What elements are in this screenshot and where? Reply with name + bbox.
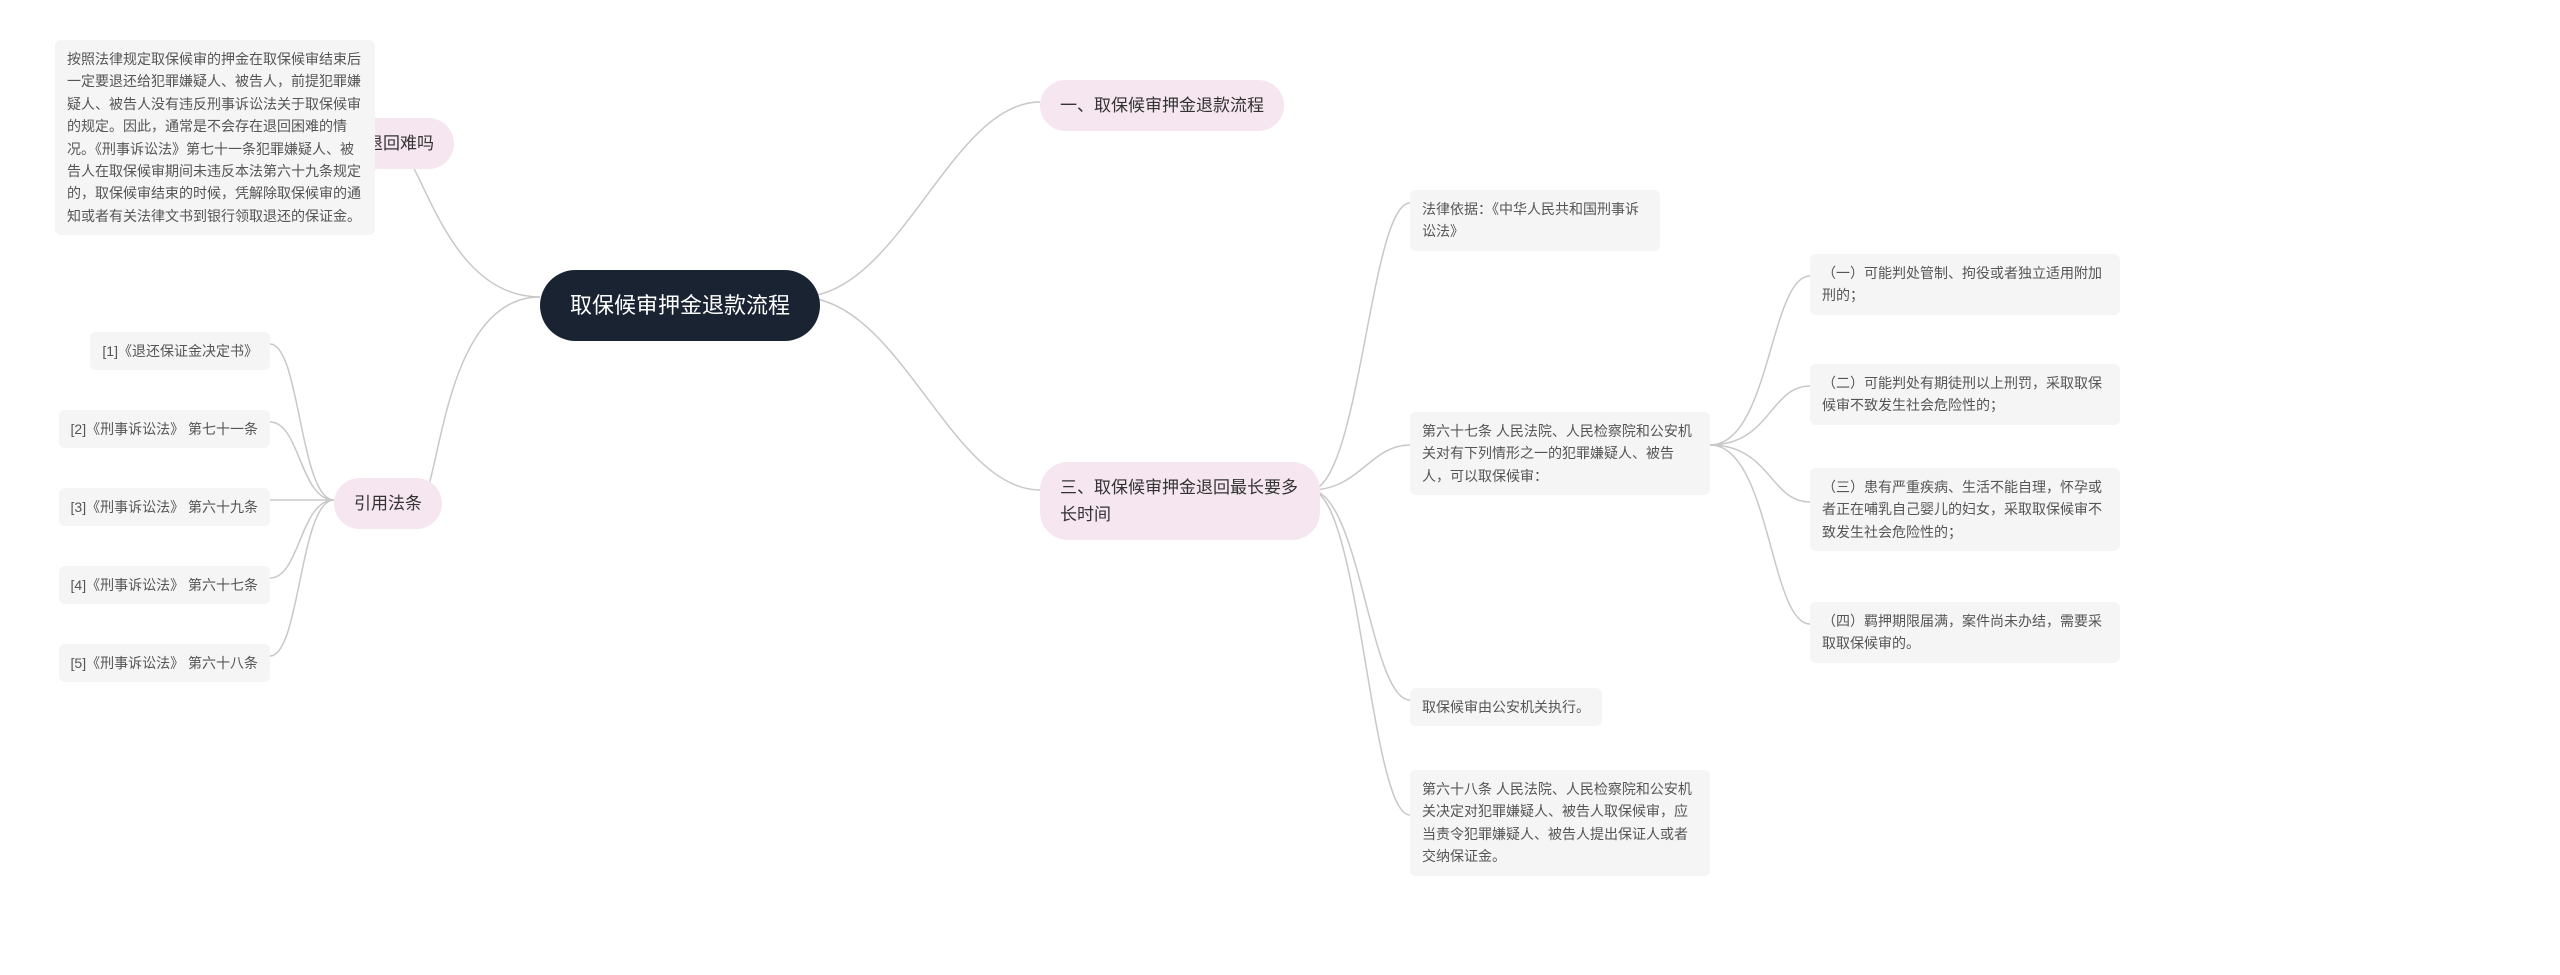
leaf-art67-4: （四）羁押期限届满，案件尚未办结，需要采取取保候审的。 [1810, 602, 2120, 663]
leaf-ref-4: [4]《刑事诉讼法》 第六十七条 [59, 566, 270, 604]
leaf-ref-5: [5]《刑事诉讼法》 第六十八条 [59, 644, 270, 682]
root-node[interactable]: 取保候审押金退款流程 [540, 270, 820, 341]
leaf-art67-2: （二）可能判处有期徒刑以上刑罚，采取取保候审不致发生社会危险性的； [1810, 364, 2120, 425]
branch-3[interactable]: 三、取保候审押金退回最长要多长时间 [1040, 462, 1320, 540]
branch-1[interactable]: 一、取保候审押金退款流程 [1040, 80, 1284, 131]
leaf-ref-3: [3]《刑事诉讼法》 第六十九条 [59, 488, 270, 526]
leaf-art67-1: （一）可能判处管制、拘役或者独立适用附加刑的； [1810, 254, 2120, 315]
leaf-ref-1: [1]《退还保证金决定书》 [90, 332, 270, 370]
leaf-law-basis: 法律依据：《中华人民共和国刑事诉讼法》 [1410, 190, 1660, 251]
leaf-art68: 第六十八条 人民法院、人民检察院和公安机关决定对犯罪嫌疑人、被告人取保候审，应当… [1410, 770, 1710, 876]
leaf-art67: 第六十七条 人民法院、人民检察院和公安机关对有下列情形之一的犯罪嫌疑人、被告人，… [1410, 412, 1710, 495]
leaf-branch2-detail: 按照法律规定取保候审的押金在取保候审结束后一定要退还给犯罪嫌疑人、被告人，前提犯… [55, 40, 375, 235]
leaf-ref-2: [2]《刑事诉讼法》 第七十一条 [59, 410, 270, 448]
leaf-exec: 取保候审由公安机关执行。 [1410, 688, 1602, 726]
branch-ref[interactable]: 引用法条 [334, 478, 442, 529]
leaf-art67-3: （三）患有严重疾病、生活不能自理，怀孕或者正在哺乳自己婴儿的妇女，采取取保候审不… [1810, 468, 2120, 551]
